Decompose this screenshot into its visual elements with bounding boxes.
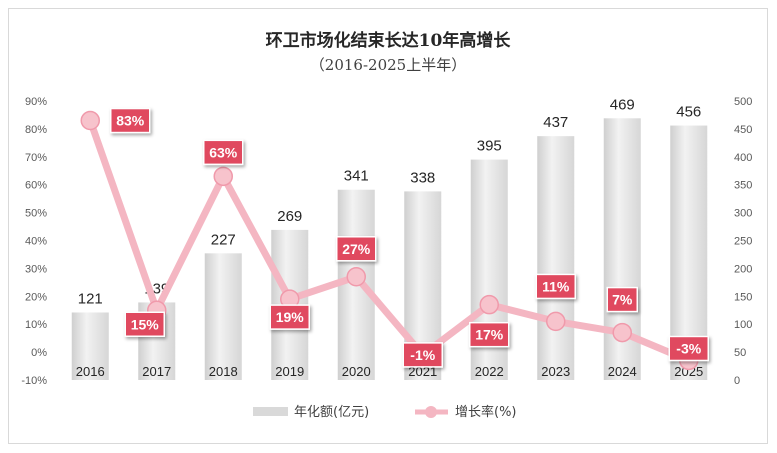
category-label: 2016 (76, 364, 105, 379)
right-axis-tick: 200 (734, 263, 752, 275)
left-axis-tick: 90% (25, 96, 47, 108)
growth-rate-label: 19% (269, 304, 310, 330)
bar-value-label: 227 (211, 231, 236, 248)
legend-line-label: 增长率(%) (455, 404, 517, 420)
left-axis-tick: 70% (25, 152, 47, 164)
growth-rate-label: -1% (402, 342, 443, 368)
right-axis-tick: 50 (734, 347, 746, 359)
category-label: 2024 (608, 364, 637, 379)
right-axis-tick: 500 (734, 96, 752, 108)
growth-rate-label: 11% (535, 273, 576, 300)
growth-rate-label-box (203, 139, 244, 166)
left-axis-tick: 0% (31, 347, 47, 359)
growth-rate-line (86, 117, 693, 364)
growth-rate-label: 27% (336, 236, 377, 262)
left-axis-tick: 80% (25, 124, 47, 136)
bar (71, 312, 109, 380)
bar-value-label: 456 (676, 104, 701, 121)
growth-rate-label-box (269, 304, 310, 330)
growth-rate-point (546, 311, 566, 332)
bar-value-label: 341 (344, 168, 369, 185)
left-axis-tick: 20% (25, 291, 47, 303)
legend: 年化额(亿元) 增长率(%) (253, 404, 517, 420)
legend-line-marker (425, 406, 437, 418)
bar (537, 136, 575, 380)
growth-rate-label: 17% (469, 321, 510, 348)
growth-rate-label-text: -3% (676, 340, 701, 356)
category-label: 2020 (342, 364, 371, 379)
left-axis-tick: 40% (25, 236, 47, 248)
category-label: 2023 (541, 364, 570, 379)
right-axis-tick: 350 (734, 180, 752, 192)
growth-rate-label-text: 63% (209, 144, 238, 160)
category-label: 2018 (209, 364, 238, 379)
right-axis-tick: 300 (734, 208, 752, 220)
growth-rate-label-text: 15% (131, 316, 160, 332)
bar-value-label: 469 (610, 96, 635, 113)
growth-rate-label-box (124, 311, 165, 337)
growth-rate-label-text: -1% (410, 347, 435, 363)
right-axis-tick: 0 (734, 375, 740, 387)
bar-value-label: 395 (477, 138, 502, 155)
growth-rate-label-box (535, 273, 576, 300)
growth-rate-label: 15% (124, 311, 165, 337)
bar-value-label: 437 (543, 114, 568, 131)
left-axis-tick: 10% (25, 319, 47, 331)
category-label: 2017 (142, 364, 171, 379)
growth-rate-label-box (110, 107, 151, 134)
growth-rate-label: 7% (606, 286, 638, 313)
growth-rate-point (213, 166, 233, 187)
right-axis-tick: 400 (734, 152, 752, 164)
left-axis-tick: -10% (21, 375, 47, 387)
right-axis-tick: 450 (734, 124, 752, 136)
right-axis-tick: 100 (734, 319, 752, 331)
bar-value-label: 121 (78, 290, 103, 307)
left-axis-tick: 30% (25, 263, 47, 275)
growth-rate-point (612, 322, 632, 343)
growth-rate-label: 83% (110, 107, 151, 134)
growth-rate-label-box (606, 286, 638, 313)
category-label: 2021 (408, 364, 437, 379)
bar (204, 253, 242, 380)
left-axis-tick: 60% (25, 180, 47, 192)
growth-rate-point (346, 267, 366, 287)
growth-rate-label-text: 7% (612, 292, 633, 308)
growth-rate-label-box (668, 335, 709, 362)
growth-rate-label-text: 83% (116, 113, 145, 129)
legend-bar-swatch (253, 407, 288, 416)
growth-rate-label-text: 27% (342, 241, 371, 257)
growth-rate-label-text: 19% (276, 309, 305, 325)
chart-frame (8, 8, 768, 444)
right-axis-tick: 250 (734, 236, 752, 248)
category-label: 2019 (275, 364, 304, 379)
growth-rate-label-box (402, 342, 443, 368)
chart-title: 环卫市场化结束长达10年高增长 (266, 30, 512, 51)
growth-rate-label-text: 17% (475, 327, 504, 343)
left-axis-tick: 50% (25, 208, 47, 220)
growth-rate-label-box (469, 321, 510, 348)
growth-rate-label: 63% (203, 139, 244, 166)
growth-rate-point (80, 110, 100, 131)
category-label: 2025 (674, 364, 703, 379)
growth-rate-label-text: 11% (542, 278, 570, 294)
legend-bar-label: 年化额(亿元) (294, 405, 369, 420)
growth-rate-point (479, 294, 499, 315)
chart-subtitle: （2016-2025上半年） (310, 56, 466, 74)
right-axis-tick: 150 (734, 291, 752, 303)
category-label: 2022 (475, 364, 504, 379)
bar-value-label: 338 (410, 169, 435, 186)
bar-value-label: 269 (277, 208, 302, 225)
growth-rate-label-box (336, 236, 377, 262)
growth-rate-label: -3% (668, 335, 709, 362)
